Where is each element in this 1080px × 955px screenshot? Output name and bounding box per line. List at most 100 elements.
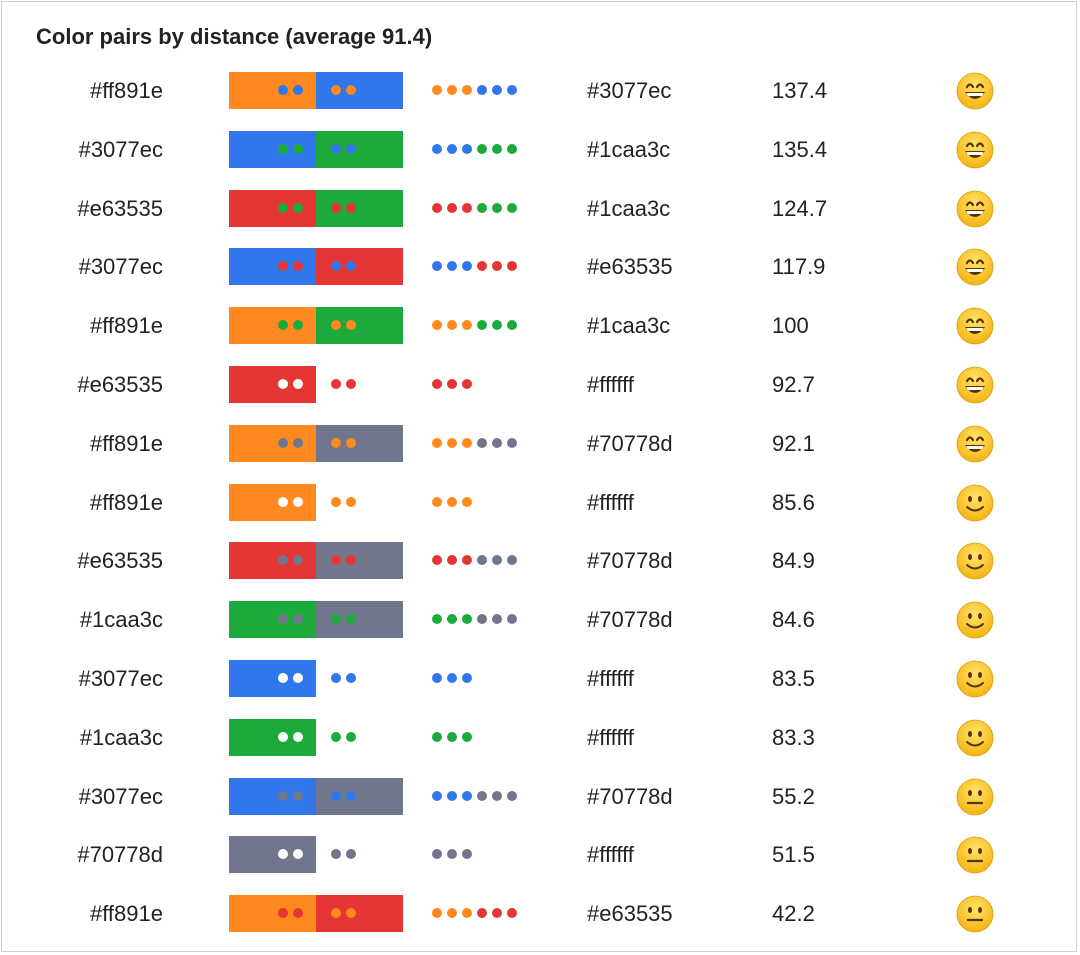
- dot-group: [432, 143, 517, 154]
- right-swatch: [316, 542, 403, 580]
- color-dot: [462, 261, 472, 272]
- color-dot: [293, 849, 303, 860]
- dot-group: [432, 673, 517, 683]
- color-dot: [293, 908, 303, 919]
- right-swatch: [316, 777, 403, 815]
- color-dot: [507, 320, 517, 331]
- color-dot: [293, 143, 303, 154]
- color-dot: [492, 908, 502, 919]
- color-dot: [331, 673, 341, 683]
- color-dot: [346, 202, 356, 213]
- grin-face-icon: [956, 72, 994, 110]
- color-dot: [492, 261, 502, 272]
- dot-group: [278, 261, 303, 272]
- color-dot: [462, 202, 472, 213]
- neutral-face-icon: [956, 836, 994, 874]
- color-dot: [462, 437, 472, 448]
- right-color-hex: #70778d: [587, 430, 673, 456]
- color-dot: [462, 496, 472, 507]
- color-dot: [293, 261, 303, 272]
- color-dot: [278, 85, 288, 95]
- color-dot: [432, 437, 442, 448]
- color-dot: [507, 261, 517, 272]
- color-dot: [331, 849, 341, 860]
- grin-face-icon: [956, 366, 994, 404]
- color-dot: [293, 437, 303, 448]
- dot-group: [331, 261, 356, 272]
- color-dot: [447, 790, 457, 801]
- color-dot: [278, 320, 288, 331]
- color-dot: [492, 849, 502, 860]
- dot-group: [331, 320, 356, 331]
- color-dot: [346, 85, 356, 95]
- color-dot: [492, 85, 502, 95]
- dot-group: [432, 849, 517, 860]
- smile-face-icon: [956, 542, 994, 580]
- color-dot: [278, 673, 288, 683]
- color-dot: [447, 908, 457, 919]
- color-dot: [331, 437, 341, 448]
- color-dot: [278, 908, 288, 919]
- color-dot: [293, 790, 303, 801]
- right-swatch: [316, 424, 403, 462]
- color-dot: [278, 437, 288, 448]
- color-dot: [293, 202, 303, 213]
- right-color-hex: #ffffff: [587, 842, 634, 868]
- color-dot: [346, 261, 356, 272]
- color-dot: [346, 320, 356, 331]
- color-dot: [507, 496, 517, 507]
- color-dot: [278, 731, 288, 742]
- color-dot: [462, 379, 472, 389]
- dot-group: [432, 908, 517, 919]
- table-row: #3077ec #70778d 55.2: [0, 777, 1080, 815]
- left-color-hex: #3077ec: [78, 666, 163, 691]
- color-dot: [346, 614, 356, 625]
- right-swatch: [316, 248, 403, 286]
- color-dot: [447, 849, 457, 860]
- right-color-hex: #70778d: [587, 548, 673, 574]
- table-row: #ff891e #1caa3c 100: [0, 307, 1080, 345]
- color-dot: [293, 555, 303, 566]
- dot-group: [331, 731, 356, 742]
- color-dot: [492, 202, 502, 213]
- color-dot: [432, 555, 442, 566]
- dot-group: [432, 379, 517, 389]
- right-swatch: [316, 718, 403, 756]
- distance-value: 117.9: [772, 254, 826, 280]
- left-color-hex: #e63535: [77, 195, 163, 221]
- color-dot: [278, 790, 288, 801]
- distance-value: 83.5: [772, 666, 815, 691]
- dot-group: [432, 261, 517, 272]
- color-dot: [462, 849, 472, 860]
- color-dot: [492, 673, 502, 683]
- left-color-hex: #ff891e: [89, 78, 163, 103]
- right-color-hex: #70778d: [587, 783, 673, 809]
- color-dot: [492, 555, 502, 566]
- color-dot: [293, 320, 303, 331]
- page-title: Color pairs by distance (average 91.4): [36, 24, 433, 49]
- color-dot: [492, 437, 502, 448]
- color-dot: [462, 790, 472, 801]
- grin-face-icon: [956, 131, 994, 169]
- color-dot: [293, 379, 303, 389]
- color-dot: [432, 673, 442, 683]
- color-dot: [447, 555, 457, 566]
- color-dot: [293, 731, 303, 742]
- color-dot: [492, 614, 502, 625]
- color-dot: [462, 614, 472, 625]
- color-dot: [477, 496, 487, 507]
- left-color-hex: #70778d: [77, 842, 163, 868]
- dot-group: [278, 202, 303, 213]
- table-row: #ff891e #ffffff 85.6: [0, 483, 1080, 521]
- color-dot: [331, 379, 341, 389]
- dot-group: [432, 790, 517, 801]
- color-dot: [492, 496, 502, 507]
- color-dot: [331, 261, 341, 272]
- table-row: #ff891e #e63535 42.2: [0, 895, 1080, 933]
- dot-group: [278, 614, 303, 625]
- color-dot: [346, 790, 356, 801]
- distance-value: 42.2: [772, 901, 815, 927]
- dot-group: [278, 555, 303, 566]
- distance-value: 85.6: [772, 489, 815, 515]
